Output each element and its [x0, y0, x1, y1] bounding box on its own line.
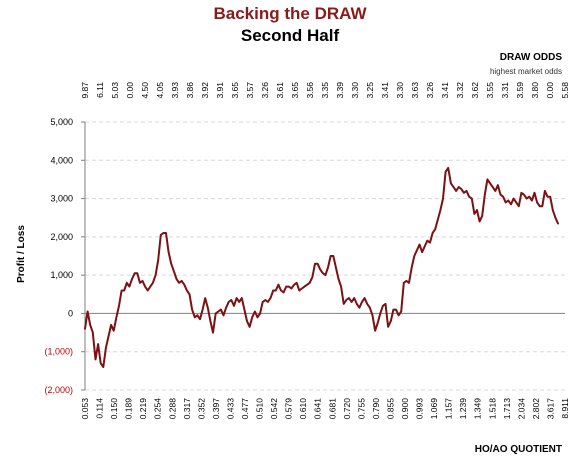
top-tick-label: 3.32	[455, 82, 465, 99]
top-tick-label: 3.31	[500, 82, 510, 99]
top-tick-label: 3.26	[260, 82, 270, 99]
y-tick-label: 2,000	[50, 232, 73, 242]
x-tick-label: 2.034	[516, 398, 526, 420]
x-tick-label: 0.254	[153, 398, 163, 420]
x-tick-label: 0.755	[356, 398, 366, 420]
top-tick-label: 3.56	[305, 82, 315, 99]
top-tick-label: 3.26	[425, 82, 435, 99]
x-tick-label: 0.681	[327, 398, 337, 420]
y-tick-label: 3,000	[50, 194, 73, 204]
x-tick-label: 0.510	[255, 398, 265, 420]
top-tick-label: 3.86	[185, 82, 195, 99]
top-axis-subtitle: highest market odds	[489, 67, 562, 76]
x-tick-label: 1.157	[444, 398, 454, 420]
x-tick-label: 0.433	[225, 398, 235, 420]
x-tick-label: 0.641	[313, 398, 323, 420]
series-line	[84, 166, 559, 368]
y-tick-label: 5,000	[50, 117, 73, 127]
x-tick-label: 0.900	[400, 398, 410, 420]
x-tick-labels: 0.053 0.114 0.150 0.189 0.219 0.254 0.288 0.317…	[80, 398, 570, 420]
x-axis-label: HO/AO QUOTIENT	[474, 444, 562, 455]
x-tick-label: 0.189	[124, 398, 134, 420]
x-tick-label: 0.855	[385, 398, 395, 420]
y-tick-label: (2,000)	[44, 385, 73, 395]
top-tick-label: 3.80	[530, 82, 540, 99]
x-tick-label: 0.993	[415, 398, 425, 420]
x-tick-label: 1.518	[487, 398, 497, 420]
x-tick-label: 0.397	[211, 398, 221, 420]
top-tick-label: 3.39	[335, 82, 345, 99]
x-tick-label: 1.239	[458, 398, 468, 420]
series	[84, 166, 559, 368]
x-tick-label: 0.352	[196, 398, 206, 420]
x-tick-label: 0.579	[284, 398, 294, 420]
top-tick-labels: 9.87 6.11 5.03 0.00 4.50 4.05 3.93 3.86 3.92 3.91…	[80, 82, 570, 99]
y-tick-labels: 5,000 4,000 3,000 2,000 1,000 0 (1,000) (2,000)	[44, 117, 73, 395]
top-tick-label: 3.59	[515, 82, 525, 99]
top-tick-label: 5.58	[560, 82, 570, 99]
top-tick-label: 4.05	[155, 82, 165, 99]
x-tick-label: 1.349	[473, 398, 483, 420]
top-tick-label: 3.55	[485, 82, 495, 99]
top-tick-label: 3.93	[170, 82, 180, 99]
top-tick-label: 9.87	[80, 82, 90, 99]
gridlines	[85, 121, 565, 391]
x-tick-label: 0.114	[95, 398, 105, 419]
top-tick-label: 3.30	[395, 82, 405, 99]
top-axis-title: DRAW ODDS	[499, 52, 562, 63]
x-tick-label: 2.802	[531, 398, 541, 420]
x-tick-label: 0.288	[167, 398, 177, 420]
x-tick-label: 0.542	[269, 398, 279, 420]
top-tick-label: 3.63	[410, 82, 420, 99]
axes	[81, 121, 565, 391]
top-tick-label: 3.35	[320, 82, 330, 99]
top-tick-label: 0.00	[125, 82, 135, 99]
y-tick-label: 1,000	[50, 270, 73, 280]
x-tick-label: 0.477	[240, 398, 250, 420]
x-tick-label: 8.911	[560, 398, 570, 419]
top-tick-label: 3.30	[350, 82, 360, 99]
chart-subtitle: Second Half	[240, 26, 340, 45]
y-tick-label: 4,000	[50, 155, 73, 165]
top-tick-label: 3.91	[215, 82, 225, 99]
top-tick-label: 3.92	[200, 82, 210, 99]
x-tick-label: 0.610	[298, 398, 308, 420]
top-tick-label: 3.61	[275, 82, 285, 99]
x-tick-label: 0.790	[371, 398, 381, 420]
x-tick-label: 0.317	[182, 398, 192, 420]
y-tick-label: 0	[68, 308, 73, 318]
x-tick-label: 0.219	[138, 398, 148, 420]
x-tick-label: 3.617	[545, 398, 555, 420]
top-tick-label: 5.03	[110, 82, 120, 99]
x-tick-label: 1.713	[502, 398, 512, 420]
top-tick-label: 3.25	[365, 82, 375, 99]
top-tick-label: 3.41	[380, 82, 390, 99]
x-tick-label: 1.069	[429, 398, 439, 420]
x-tick-label: 0.150	[109, 398, 119, 420]
x-tick-label: 0.053	[80, 398, 90, 420]
top-tick-label: 3.62	[470, 82, 480, 99]
chart-title: Backing the DRAW	[213, 4, 367, 23]
x-tick-label: 0.720	[342, 398, 352, 420]
top-tick-label: 6.11	[95, 82, 105, 98]
top-tick-label: 0.00	[545, 82, 555, 99]
top-tick-label: 3.65	[290, 82, 300, 99]
y-tick-label: (1,000)	[44, 347, 73, 357]
top-tick-label: 3.41	[440, 82, 450, 99]
top-tick-label: 4.50	[140, 82, 150, 99]
top-tick-label: 3.57	[245, 82, 255, 99]
top-tick-label: 3.65	[230, 82, 240, 99]
